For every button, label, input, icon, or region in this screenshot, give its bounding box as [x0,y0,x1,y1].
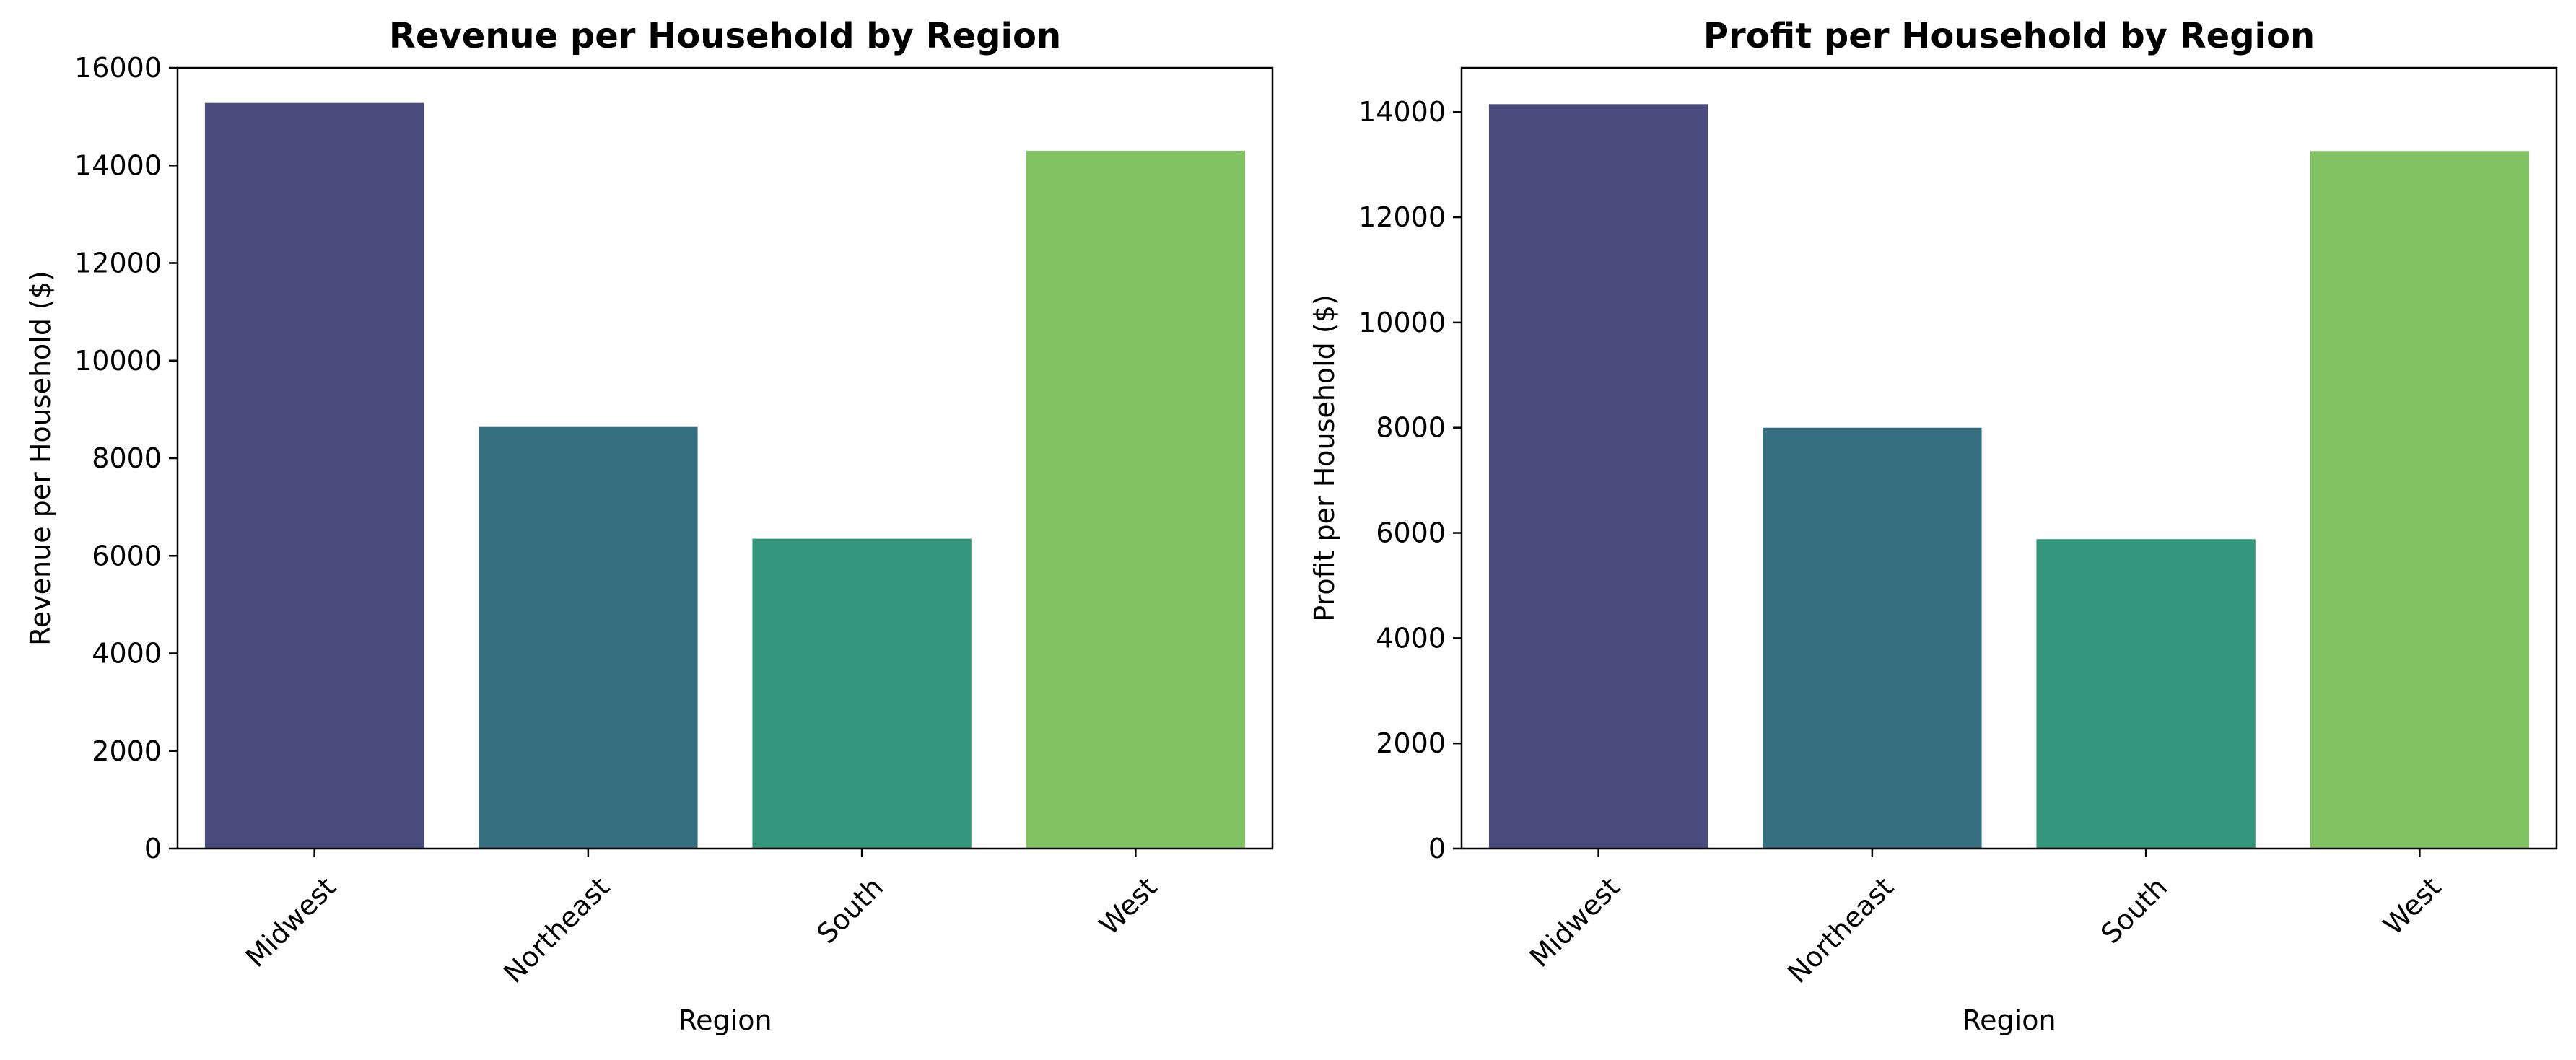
bar-west [1026,150,1246,849]
bar-west [2310,151,2530,849]
y-tick-label: 2000 [92,735,162,767]
bar-south [2036,539,2256,849]
y-tick-label: 14000 [1358,96,1446,128]
bar-northeast [1763,427,1982,849]
x-tick-label-west: West [1093,871,1163,941]
y-tick-label: 12000 [1358,201,1446,233]
plot-frame [1460,66,2558,850]
y-tick-label: 4000 [1376,622,1446,654]
y-tick-label: 0 [1428,833,1446,864]
y-tick-label: 12000 [74,248,162,279]
bar-midwest [204,102,424,849]
y-axis-label: Profit per Household ($) [1309,294,1340,621]
bar-midwest [1488,104,1708,849]
x-tick-label-south: South [811,871,889,950]
x-tick-label-midwest: Midwest [1524,871,1626,973]
profit-chart: 0 2000 4000 6000 8000 10000 12000 14000 Midwest N… [1309,16,2558,1036]
x-tick-label-midwest: Midwest [240,871,342,973]
bar-northeast [479,426,698,849]
y-axis-label: Revenue per Household ($) [25,271,56,646]
x-tick-label-south: South [2095,871,2173,950]
y-tick-label: 0 [144,833,162,864]
x-tick-label-northeast: Northeast [497,871,616,989]
y-tick-label: 10000 [74,345,162,377]
y-tick-label: 8000 [92,442,162,474]
y-tick-label: 16000 [74,52,162,84]
bar-south [752,538,972,849]
x-axis-label: Region [1962,1004,2056,1036]
x-tick-label-northeast: Northeast [1781,871,1900,989]
y-tick-label: 10000 [1358,307,1446,338]
y-tick-label: 4000 [92,638,162,670]
revenue-chart: 0 2000 4000 6000 8000 10000 12000 14000 16000 Mid… [25,16,1274,1036]
x-axis-label: Region [678,1004,772,1036]
y-tick-label: 8000 [1376,412,1446,444]
y-tick-label: 14000 [74,149,162,181]
x-tick-label-west: West [2377,871,2447,941]
y-tick-label: 6000 [1376,517,1446,549]
y-tick-label: 6000 [92,540,162,571]
chart-title: Revenue per Household by Region [389,16,1061,56]
y-tick-label: 2000 [1376,727,1446,759]
chart-title: Profit per Household by Region [1703,16,2315,56]
